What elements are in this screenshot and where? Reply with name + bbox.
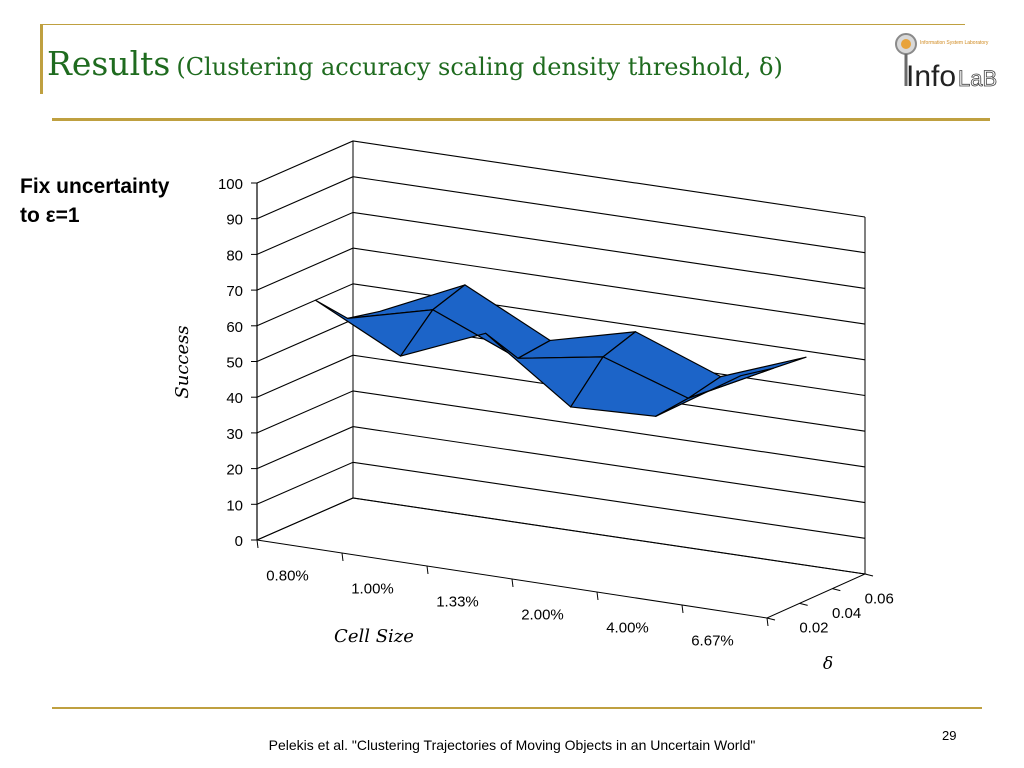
delta-axis-title: δ — [823, 654, 833, 674]
z-tick-label: 20 — [226, 462, 243, 479]
logo-info: Info — [906, 60, 956, 93]
surface-patch — [655, 367, 775, 417]
side-note-line-2: to ε=1 — [20, 204, 80, 227]
x-tick-label: 4.00% — [606, 620, 649, 637]
z-tick-label: 0 — [235, 533, 243, 550]
chart-surface — [314, 284, 807, 417]
z-tick-label: 60 — [226, 319, 243, 336]
logo-tagline: Information System Laboratory — [920, 40, 989, 46]
z-tick-label: 40 — [226, 390, 243, 407]
side-note: Fix uncertainty to ε=1 — [20, 172, 169, 230]
footer-divider — [52, 707, 982, 709]
x-tick-mark — [256, 539, 259, 549]
delta-tick-mark — [799, 602, 808, 606]
slide-title-sub: (Clustering accuracy scaling density thr… — [176, 53, 783, 81]
x-tick-label: 0.80% — [266, 568, 309, 585]
x-tick-mark — [511, 578, 514, 588]
x-tick-label: 2.00% — [521, 607, 564, 624]
x-tick-label: 1.33% — [436, 594, 479, 611]
x-tick-label: 6.67% — [691, 633, 734, 650]
chart-labels: 0 10 20 30 40 50 60 70 80 90 100 0.80% 1.00% 1.33% 2.0… — [218, 176, 894, 650]
delta-tick-label: 0.06 — [865, 590, 894, 607]
z-tick-label: 80 — [226, 247, 243, 264]
chart-axes — [251, 182, 874, 627]
chart-floor — [255, 497, 867, 619]
x-tick-mark — [766, 617, 769, 627]
slide-title: Results (Clustering accuracy scaling dens… — [47, 44, 783, 83]
x-axis-title: Cell Size — [334, 626, 414, 647]
z-tick-label: 10 — [226, 497, 243, 514]
z-tick-label: 100 — [218, 176, 243, 193]
x-tick-mark — [596, 591, 599, 601]
slide-title-main: Results — [47, 44, 171, 83]
page-number: 29 — [942, 728, 957, 743]
z-tick-label: 30 — [226, 426, 243, 443]
delta-tick-mark — [832, 588, 841, 592]
z-tick-label: 90 — [226, 212, 243, 229]
gridline — [256, 497, 866, 575]
delta-tick-mark — [766, 617, 776, 621]
z-axis-title: Success — [172, 325, 193, 398]
delta-tick-label: 0.02 — [799, 620, 828, 637]
side-note-line-1: Fix uncertainty — [20, 175, 170, 198]
x-tick-mark — [341, 552, 344, 562]
z-tick-label: 70 — [226, 283, 243, 300]
delta-tick-mark — [864, 573, 874, 577]
x-tick-mark — [681, 604, 684, 614]
title-accent-bar — [40, 24, 43, 94]
footer-citation: Pelekis et al. "Clustering Trajectories … — [268, 737, 756, 753]
title-top-rule — [43, 24, 965, 25]
infolab-logo: Information System Laboratory Info LaB — [895, 33, 998, 93]
logo-lab: LaB — [958, 66, 997, 91]
z-tick-label: 50 — [226, 355, 243, 372]
delta-tick-label: 0.04 — [832, 605, 861, 622]
x-tick-label: 1.00% — [351, 581, 394, 598]
x-tick-mark — [426, 565, 429, 575]
header-divider — [52, 118, 990, 121]
